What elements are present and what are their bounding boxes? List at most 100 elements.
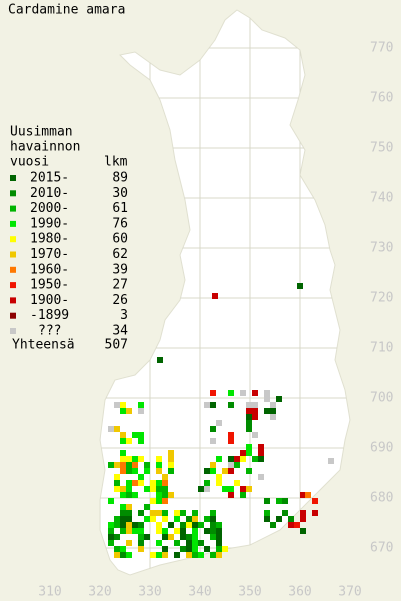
legend-count: 76 <box>112 216 128 231</box>
observation <box>198 540 204 546</box>
y-label: 740 <box>370 191 393 206</box>
observation <box>264 408 270 414</box>
legend-swatch <box>10 236 16 243</box>
observation <box>210 522 216 528</box>
observation <box>132 480 138 486</box>
legend-label: 2010- <box>30 186 69 201</box>
observation <box>138 474 144 480</box>
observation <box>138 432 144 438</box>
observation <box>252 414 258 420</box>
observation <box>108 534 114 540</box>
legend-label: 1970- <box>30 247 69 262</box>
observation <box>222 546 228 552</box>
observation <box>234 480 240 486</box>
axes: 770 760 750 740 730 720 710 700 690 680 670 310 320 3… <box>38 41 393 600</box>
observation <box>216 546 222 552</box>
observation <box>156 462 162 468</box>
observation <box>114 546 120 552</box>
observation <box>120 450 126 456</box>
observation <box>114 480 120 486</box>
observation <box>210 528 216 534</box>
observation <box>258 444 264 450</box>
observation <box>216 480 222 486</box>
y-label: 720 <box>370 291 393 306</box>
legend-count: 34 <box>112 324 128 339</box>
y-label: 710 <box>370 341 393 356</box>
observation <box>180 522 186 528</box>
observation <box>108 540 114 546</box>
observation <box>120 510 126 516</box>
observation <box>228 390 234 396</box>
legend-swatch <box>10 175 16 181</box>
observation <box>186 534 192 540</box>
y-label: 700 <box>370 391 393 406</box>
observation <box>138 456 144 462</box>
observation <box>192 528 198 534</box>
observation <box>228 462 234 468</box>
legend-swatch <box>10 312 16 319</box>
observation <box>180 546 186 552</box>
observation <box>216 552 222 558</box>
observation <box>228 456 234 462</box>
observation <box>192 534 198 540</box>
observation <box>138 528 144 534</box>
x-label: 320 <box>88 585 111 600</box>
observation <box>120 456 126 462</box>
observation <box>162 552 168 558</box>
observation <box>246 450 252 456</box>
observation <box>126 540 132 546</box>
observation <box>204 468 210 474</box>
observation <box>114 534 120 540</box>
y-label: 670 <box>370 541 393 556</box>
legend-label: 1950- <box>30 278 69 293</box>
y-label: 750 <box>370 141 393 156</box>
observation <box>246 468 252 474</box>
observation <box>156 480 162 486</box>
legend-count: 60 <box>112 232 128 247</box>
observation <box>174 516 180 522</box>
observation <box>120 492 126 498</box>
observation <box>126 552 132 558</box>
observation <box>312 498 318 504</box>
observation <box>114 552 120 558</box>
observation <box>300 516 306 522</box>
observation <box>132 462 138 468</box>
observation <box>114 426 120 432</box>
observation <box>138 546 144 552</box>
observation <box>258 450 264 456</box>
observation <box>270 408 276 414</box>
observation <box>156 528 162 534</box>
observation <box>150 516 156 522</box>
x-label: 360 <box>288 585 311 600</box>
x-label: 310 <box>38 585 61 600</box>
observation <box>180 534 186 540</box>
observation <box>288 522 294 528</box>
observation <box>210 402 216 408</box>
observation <box>138 510 144 516</box>
legend-swatch <box>10 251 16 258</box>
observation <box>138 522 144 528</box>
observation <box>162 486 168 492</box>
observation <box>138 534 144 540</box>
legend-count: 62 <box>112 247 128 262</box>
observation <box>276 516 282 522</box>
observation <box>186 522 192 528</box>
observation <box>126 510 132 516</box>
observation <box>150 498 156 504</box>
observation <box>258 456 264 462</box>
legend-swatch <box>10 297 16 304</box>
legend-label: 2015- <box>30 171 69 186</box>
observation <box>297 283 303 289</box>
legend-count: 26 <box>112 293 128 308</box>
observation <box>150 480 156 486</box>
observation <box>264 498 270 504</box>
legend-heading: havainnon <box>10 140 80 155</box>
observation <box>114 516 120 522</box>
x-label: 340 <box>188 585 211 600</box>
observation <box>180 510 186 516</box>
x-label: 330 <box>138 585 161 600</box>
observation <box>114 486 120 492</box>
observation <box>192 540 198 546</box>
observation <box>162 474 168 480</box>
